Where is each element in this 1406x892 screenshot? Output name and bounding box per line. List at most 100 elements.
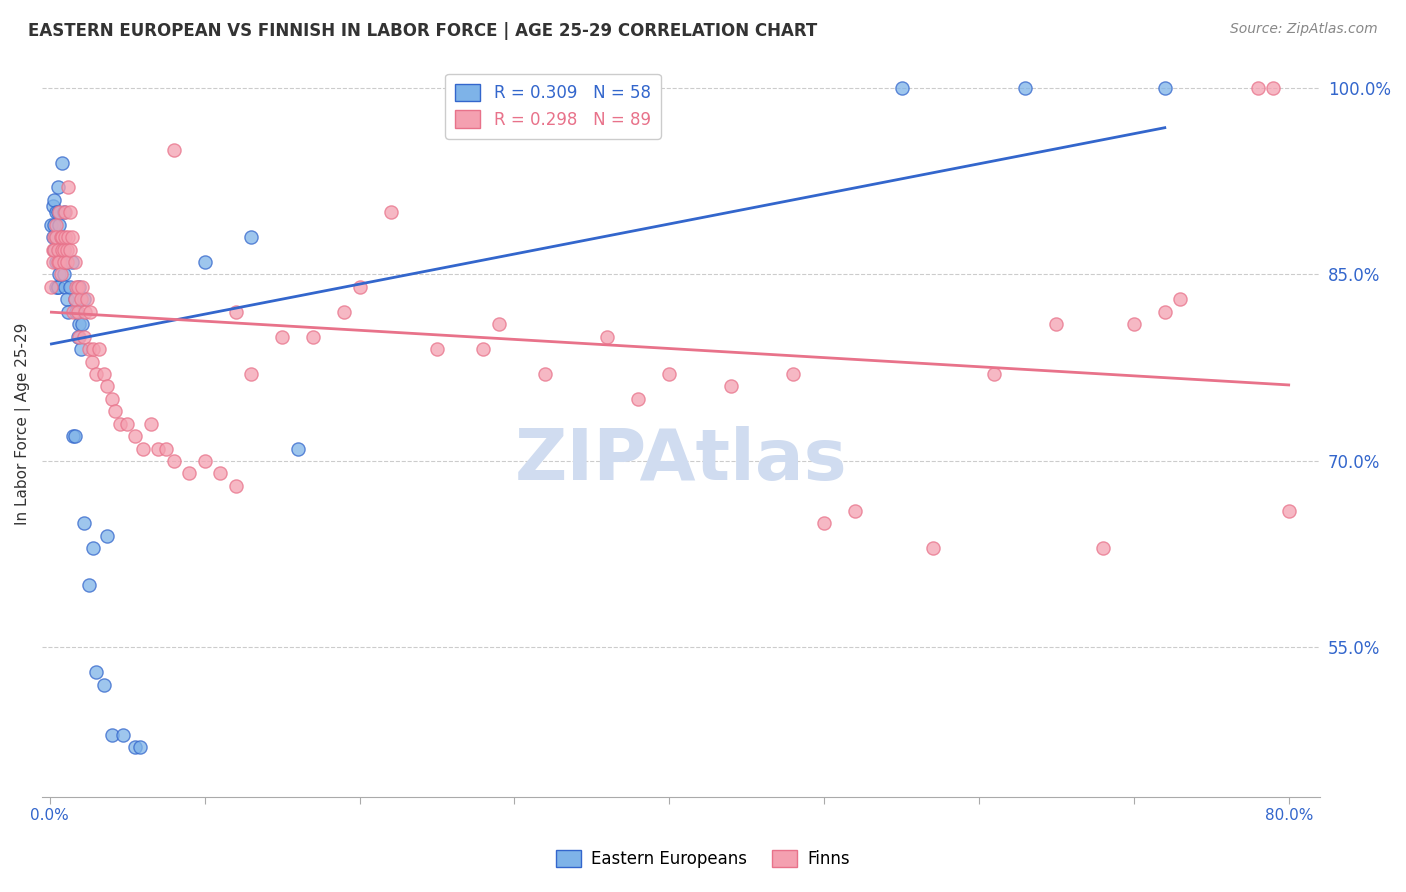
Point [488, 317, 510, 331]
Legend: Eastern Europeans, Finns: Eastern Europeans, Finns [550, 843, 856, 875]
Point [45, 218, 67, 232]
Point [96, 528, 118, 542]
Point [73, 329, 96, 343]
Point [72, 317, 94, 331]
Point [73, 293, 96, 307]
Point [93, 678, 115, 692]
Point [380, 205, 402, 219]
Point [51, 230, 73, 244]
Point [48, 255, 70, 269]
Point [844, 504, 866, 518]
Point [45, 255, 67, 269]
Point [46, 280, 69, 294]
Text: ZIPAtlas: ZIPAtlas [515, 426, 848, 495]
Point [66, 329, 89, 343]
Point [45, 280, 67, 294]
Point [658, 367, 681, 381]
Point [117, 417, 139, 431]
Point [349, 280, 371, 294]
Point [128, 739, 150, 754]
Point [51, 155, 73, 169]
Point [96, 379, 118, 393]
Point [44, 243, 66, 257]
Point [42, 243, 65, 257]
Point [42, 199, 65, 213]
Point [163, 454, 186, 468]
Point [240, 367, 263, 381]
Point [63, 293, 86, 307]
Point [49, 230, 72, 244]
Point [77, 342, 100, 356]
Point [56, 243, 79, 257]
Point [58, 180, 80, 194]
Point [66, 280, 89, 294]
Point [46, 180, 69, 194]
Point [45, 230, 67, 244]
Point [56, 293, 79, 307]
Point [101, 392, 124, 406]
Point [46, 205, 69, 219]
Point [1278, 504, 1301, 518]
Point [148, 442, 170, 456]
Point [62, 429, 84, 443]
Point [426, 342, 449, 356]
Point [1045, 317, 1067, 331]
Point [58, 305, 80, 319]
Point [194, 454, 217, 468]
Point [782, 367, 804, 381]
Point [65, 280, 87, 294]
Point [52, 255, 75, 269]
Point [59, 243, 82, 257]
Point [52, 205, 75, 219]
Point [48, 268, 70, 282]
Point [49, 268, 72, 282]
Point [89, 342, 111, 356]
Point [44, 218, 66, 232]
Point [53, 230, 76, 244]
Point [46, 243, 69, 257]
Point [108, 417, 131, 431]
Point [59, 205, 82, 219]
Point [890, 81, 912, 95]
Point [53, 205, 76, 219]
Text: EASTERN EUROPEAN VS FINNISH IN LABOR FORCE | AGE 25-29 CORRELATION CHART: EASTERN EUROPEAN VS FINNISH IN LABOR FOR… [28, 22, 817, 40]
Point [1153, 305, 1175, 319]
Point [1122, 317, 1144, 331]
Point [44, 193, 66, 207]
Y-axis label: In Labor Force | Age 25-29: In Labor Force | Age 25-29 [15, 323, 31, 524]
Point [82, 541, 104, 555]
Point [45, 205, 67, 219]
Point [79, 305, 101, 319]
Point [41, 280, 63, 294]
Point [44, 243, 66, 257]
Point [124, 739, 146, 754]
Point [52, 243, 75, 257]
Text: Source: ZipAtlas.com: Source: ZipAtlas.com [1230, 22, 1378, 37]
Point [225, 305, 247, 319]
Point [48, 205, 70, 219]
Point [51, 255, 73, 269]
Point [46, 243, 69, 257]
Point [59, 280, 82, 294]
Point [60, 255, 83, 269]
Point [287, 442, 309, 456]
Point [333, 305, 356, 319]
Point [813, 516, 835, 530]
Point [155, 442, 177, 456]
Point [720, 379, 742, 393]
Point [1247, 81, 1270, 95]
Point [76, 293, 98, 307]
Point [104, 404, 127, 418]
Point [67, 329, 90, 343]
Point [627, 392, 650, 406]
Point [63, 293, 86, 307]
Point [45, 230, 67, 244]
Point [1153, 81, 1175, 95]
Point [1168, 293, 1191, 307]
Point [1263, 81, 1285, 95]
Point [139, 417, 162, 431]
Point [60, 230, 83, 244]
Point [209, 467, 232, 481]
Point [51, 230, 73, 244]
Point [53, 280, 76, 294]
